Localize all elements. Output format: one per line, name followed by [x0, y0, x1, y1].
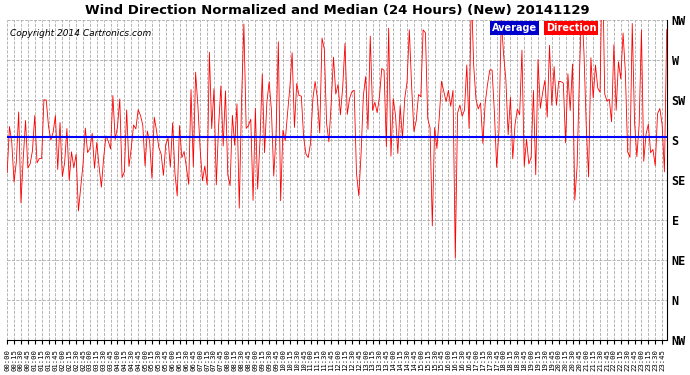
Text: Direction: Direction: [546, 23, 597, 33]
Title: Wind Direction Normalized and Median (24 Hours) (New) 20141129: Wind Direction Normalized and Median (24…: [85, 4, 589, 17]
Text: Copyright 2014 Cartronics.com: Copyright 2014 Cartronics.com: [10, 29, 152, 38]
Text: Average: Average: [492, 23, 537, 33]
